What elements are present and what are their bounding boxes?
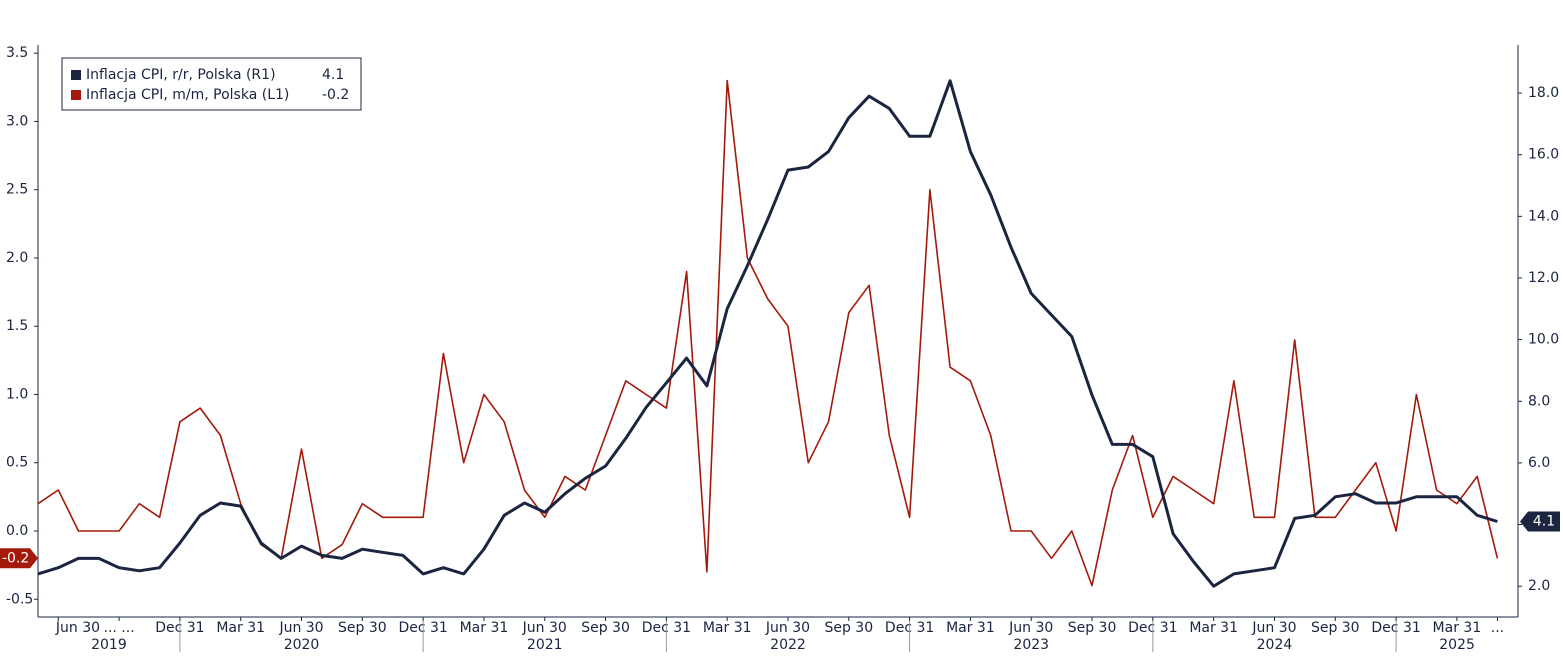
y-tick-label: 2.5 <box>6 182 28 198</box>
y-tick-label: 1.5 <box>6 318 28 334</box>
x-tick-label: Jun 30 <box>55 620 100 636</box>
x-tick-label: ... ... <box>104 620 135 636</box>
last-value-label: 4.1 <box>1533 513 1555 529</box>
x-tick-label: Mar 31 <box>946 620 995 636</box>
last-value-tag <box>1520 511 1560 532</box>
year-label: 2024 <box>1257 637 1293 652</box>
y2-tick-label: 2.0 <box>1528 578 1550 594</box>
legend-swatch <box>71 70 81 80</box>
x-tick-label: Sep 30 <box>1311 620 1360 636</box>
legend-box <box>61 57 362 111</box>
legend-label: Inflacja CPI, r/r, Polska (R1) <box>86 67 276 83</box>
y-tick-label: 3.5 <box>6 45 28 61</box>
year-label: 2019 <box>91 637 127 652</box>
x-tick-label: Jun 30 <box>522 620 567 636</box>
last-value-tag <box>0 548 38 569</box>
x-tick-label: Sep 30 <box>581 620 630 636</box>
x-tick-label: Mar 31 <box>703 620 752 636</box>
y2-tick-label: 6.0 <box>1528 455 1550 471</box>
legend: Inflacja CPI, r/r, Polska (R1) 4.1 Inflacj… <box>61 57 362 111</box>
legend-swatch <box>71 90 81 100</box>
x-tick-label: Jun 30 <box>1008 620 1053 636</box>
series-line <box>37 79 1498 588</box>
y2-tick-label: 18.0 <box>1528 85 1559 101</box>
x-tick-label: Sep 30 <box>338 620 387 636</box>
year-label: 2025 <box>1439 637 1475 652</box>
year-label: 2022 <box>770 637 806 652</box>
year-label: 2020 <box>284 637 320 652</box>
x-tick-label: Sep 30 <box>1068 620 1117 636</box>
x-tick-label: Jun 30 <box>1251 620 1296 636</box>
y-tick-label: 0.0 <box>6 523 28 539</box>
x-tick-label: Mar 31 <box>1189 620 1238 636</box>
y-tick-label: 1.0 <box>6 386 28 402</box>
x-tick-label: Jun 30 <box>278 620 323 636</box>
x-tick-label: Jun 30 <box>765 620 810 636</box>
x-tick-label: ... <box>1491 620 1504 636</box>
x-tick-label: Mar 31 <box>216 620 265 636</box>
y2-tick-label: 8.0 <box>1528 393 1550 409</box>
x-tick-label: Mar 31 <box>460 620 509 636</box>
y-tick-label: 0.5 <box>6 455 28 471</box>
y-tick-label: -0.5 <box>6 591 33 607</box>
legend-value: -0.2 <box>322 87 349 103</box>
last-value-label: -0.2 <box>2 550 29 566</box>
y2-tick-label: 16.0 <box>1528 147 1559 163</box>
y-tick-label: 2.0 <box>6 250 28 266</box>
y2-tick-label: 12.0 <box>1528 270 1559 286</box>
legend-label: Inflacja CPI, m/m, Polska (L1) <box>86 87 289 103</box>
y2-tick-label: 10.0 <box>1528 332 1559 348</box>
year-label: 2021 <box>527 637 563 652</box>
x-tick-label: Mar 31 <box>1433 620 1482 636</box>
year-label: 2023 <box>1013 637 1049 652</box>
legend-value: 4.1 <box>322 67 344 83</box>
y2-tick-label: 14.0 <box>1528 208 1559 224</box>
y-tick-label: 3.0 <box>6 113 28 129</box>
x-tick-label: Sep 30 <box>824 620 873 636</box>
